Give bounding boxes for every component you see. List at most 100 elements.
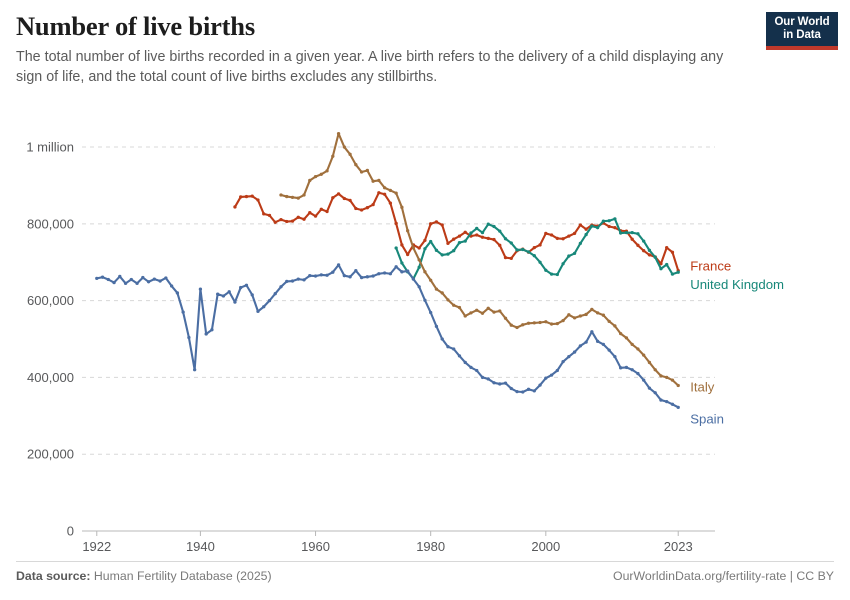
series-point [595, 339, 600, 343]
series-point [584, 227, 588, 231]
series-point [434, 287, 439, 291]
series-point [532, 245, 536, 250]
series-point [302, 217, 306, 221]
series-point [348, 152, 352, 156]
series-point [653, 391, 657, 395]
series-point [434, 248, 439, 252]
series-point [423, 247, 427, 251]
series-point [492, 310, 496, 314]
series-point [429, 310, 433, 315]
series-point [446, 298, 450, 302]
series-point [285, 194, 289, 199]
series-point [198, 287, 203, 291]
series-point [492, 224, 496, 229]
footer-divider [16, 561, 834, 562]
series-point [572, 316, 577, 320]
series-point [555, 322, 559, 326]
series-point [406, 252, 410, 257]
series-point [325, 209, 329, 214]
series-point [572, 231, 577, 236]
series-point [400, 270, 404, 274]
series-point [549, 322, 554, 326]
series-point [503, 316, 508, 320]
series-point [613, 217, 617, 221]
series-point [578, 223, 582, 227]
series-point [555, 272, 559, 277]
series-point [595, 311, 600, 315]
series-point [250, 194, 254, 198]
x-axis-tick-label: 1980 [416, 539, 445, 554]
series-point [371, 179, 375, 183]
series-point [509, 323, 513, 327]
series-point [452, 347, 456, 351]
line-chart-svg: 0 200,000 400,000 600,000 800,000 1 million 19… [26, 131, 784, 554]
series-point [613, 355, 617, 359]
series-point [204, 332, 208, 336]
series-point [325, 169, 329, 173]
series-label-italy[interactable]: Italy [690, 379, 715, 394]
series-point [394, 221, 398, 226]
series-point [480, 231, 485, 235]
series-point [642, 378, 646, 382]
series-point [233, 300, 237, 304]
series-point [348, 275, 352, 279]
series-point [670, 272, 675, 276]
series-point [210, 328, 214, 332]
series-point [486, 306, 490, 310]
series-point [406, 229, 410, 233]
series-point [394, 246, 398, 250]
series-point [469, 231, 473, 235]
series-point [135, 281, 139, 285]
series-point [561, 262, 565, 266]
series-point [538, 383, 542, 387]
series-point [492, 237, 496, 242]
series-point [296, 196, 300, 200]
chart-subtitle: The total number of live births recorded… [16, 49, 724, 85]
series-point [388, 201, 393, 205]
series-point [503, 255, 508, 260]
series-point [382, 271, 387, 275]
series-label-spain[interactable]: Spain [690, 411, 724, 426]
series-point [302, 278, 306, 282]
series-point [607, 224, 611, 229]
series-point [296, 277, 300, 281]
series-label-france[interactable]: France [690, 259, 731, 274]
series-point [659, 374, 663, 378]
series-point [313, 214, 318, 218]
series-point [590, 330, 594, 334]
series-point [659, 262, 663, 266]
series-point [417, 246, 421, 250]
series-point [630, 368, 634, 372]
series-point [169, 284, 174, 288]
series-point [365, 206, 369, 210]
series-label-united-kingdom[interactable]: United Kingdom [690, 277, 784, 292]
series-point [267, 213, 272, 218]
series-point [440, 223, 444, 227]
series-point [354, 206, 358, 211]
series-point [227, 290, 231, 294]
y-axis-tick-label: 200,000 [27, 447, 74, 462]
series-point [377, 191, 381, 195]
series-line [395, 217, 680, 280]
series-point [532, 321, 536, 325]
page-title: Number of live births [16, 11, 255, 41]
series-point [630, 237, 634, 241]
our-world-in-data-logo[interactable]: Our World in Data [766, 12, 838, 50]
series-point [440, 337, 444, 341]
chart-plot-area: 0 200,000 400,000 600,000 800,000 1 million 19… [0, 100, 850, 555]
series-point [549, 272, 554, 276]
series-point [221, 294, 226, 298]
data-source: Data source: Human Fertility Database (2… [16, 569, 272, 583]
attribution-link[interactable]: OurWorldinData.org/fertility-rate | CC B… [613, 569, 834, 583]
series-point [601, 313, 606, 317]
series-point [590, 307, 594, 312]
series-point [601, 342, 606, 347]
series-point [463, 239, 467, 243]
series-point [480, 235, 485, 239]
data-source-label: Data source: [16, 569, 91, 583]
series-point [665, 375, 669, 380]
series-point [630, 342, 634, 347]
series-point [659, 398, 663, 402]
series-point [452, 237, 456, 241]
series-point [371, 202, 375, 207]
